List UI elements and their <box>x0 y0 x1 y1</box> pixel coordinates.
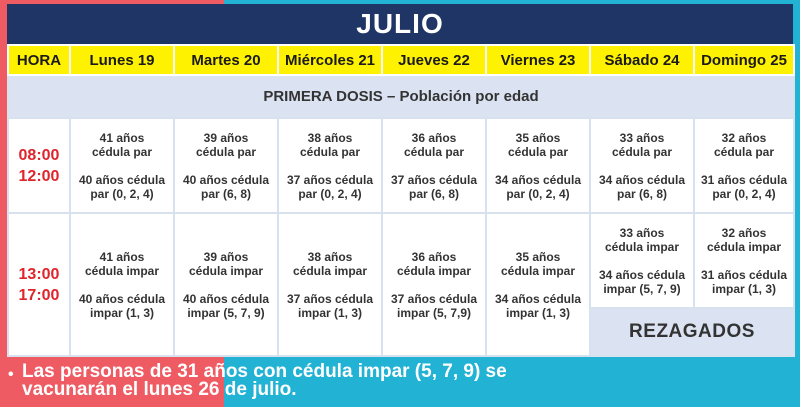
cell-extra-age: 37 años cédula <box>390 291 478 306</box>
schedule-cell: 38 años cédula par 37 años cédula par (0… <box>277 117 383 214</box>
header-hora: HORA <box>7 44 71 76</box>
schedule-cell: 36 años cédula par 37 años cédula par (6… <box>381 117 487 214</box>
cell-id-type: cédula par <box>91 144 153 159</box>
cell-age: 36 años <box>411 249 457 264</box>
header-day: Miércoles 21 <box>277 44 383 76</box>
cell-id-type: cédula par <box>299 144 361 159</box>
footer-note: • Las personas de 31 años con cédula imp… <box>0 358 800 407</box>
cell-extra-age: 40 años cédula <box>78 172 166 187</box>
cell-age: 38 años <box>307 130 353 145</box>
table-row: 13:00 17:00 41 años cédula impar 40 años… <box>7 212 795 357</box>
cell-extra-digits: impar (5, 7, 9) <box>187 305 265 320</box>
time-start: 08:00 <box>18 146 60 164</box>
time-slot-morning: 08:00 12:00 <box>7 117 71 214</box>
header-day: Lunes 19 <box>69 44 175 76</box>
table-row: 08:00 12:00 41 años cédula par 40 años c… <box>7 117 795 214</box>
cell-extra-digits: par (0, 2, 4) <box>506 186 570 201</box>
schedule-cell: 41 años cédula par 40 años cédula par (0… <box>69 117 175 214</box>
cell-id-type: cédula impar <box>706 239 782 254</box>
header-day: Martes 20 <box>173 44 279 76</box>
cell-extra-digits: par (6, 8) <box>408 186 459 201</box>
cell-extra-digits: par (6, 8) <box>200 186 251 201</box>
cell-id-type: cédula impar <box>396 263 472 278</box>
schedule-cell: 33 años cédula impar 34 años cédula impa… <box>589 212 695 309</box>
header-day: Sábado 24 <box>589 44 695 76</box>
time-end: 12:00 <box>18 167 60 185</box>
cell-extra-digits: impar (5, 7, 9) <box>603 281 681 296</box>
cell-extra-digits: impar (1, 3) <box>711 281 777 296</box>
cell-extra-digits: impar (5, 7,9) <box>396 305 472 320</box>
schedule-cell: 32 años cédula par 31 años cédula par (0… <box>693 117 795 214</box>
cell-age: 41 años <box>99 249 145 264</box>
section-subtitle: PRIMERA DOSIS – Población por edad <box>7 74 795 119</box>
cell-id-type: cédula par <box>403 144 465 159</box>
schedule-cell: 41 años cédula impar 40 años cédula impa… <box>69 212 175 357</box>
schedule-card: JULIO HORA Lunes 19 Martes 20 Miércoles … <box>7 4 795 357</box>
schedule-cell: 36 años cédula impar 37 años cédula impa… <box>381 212 487 357</box>
cell-age: 41 años <box>99 130 145 145</box>
cell-id-type: cédula impar <box>500 263 576 278</box>
bullet-icon: • <box>8 366 14 383</box>
header-day: Jueves 22 <box>381 44 487 76</box>
schedule-cell: 33 años cédula par 34 años cédula par (6… <box>589 117 695 214</box>
cell-extra-age: 40 años cédula <box>182 291 270 306</box>
cell-age: 39 años <box>203 130 249 145</box>
cell-age: 39 años <box>203 249 249 264</box>
schedule-cell: 35 años cédula impar 34 años cédula impa… <box>485 212 591 357</box>
cell-extra-age: 34 años cédula <box>494 172 582 187</box>
header-day: Domingo 25 <box>693 44 795 76</box>
cell-id-type: cédula par <box>507 144 569 159</box>
cell-id-type: cédula impar <box>84 263 160 278</box>
cell-age: 33 años <box>619 130 665 145</box>
cell-extra-digits: par (0, 2, 4) <box>712 186 776 201</box>
cell-extra-digits: impar (1, 3) <box>297 305 363 320</box>
cell-extra-age: 31 años cédula <box>700 172 788 187</box>
cell-age: 33 años <box>619 225 665 240</box>
footer-line-1: Las personas de 31 años con cédula impar… <box>22 361 507 382</box>
cell-extra-age: 37 años cédula <box>286 291 374 306</box>
footer-text: Las personas de 31 años con cédula impar… <box>22 361 582 400</box>
cell-extra-age: 37 años cédula <box>390 172 478 187</box>
cell-extra-age: 37 años cédula <box>286 172 374 187</box>
schedule-cell: 32 años cédula impar 31 años cédula impa… <box>693 212 795 309</box>
schedule-cell: 39 años cédula impar 40 años cédula impa… <box>173 212 279 357</box>
cell-id-type: cédula impar <box>292 263 368 278</box>
schedule-table: HORA Lunes 19 Martes 20 Miércoles 21 Jue… <box>7 44 795 357</box>
cell-extra-age: 34 años cédula <box>494 291 582 306</box>
cell-extra-age: 40 años cédula <box>78 291 166 306</box>
cell-extra-age: 31 años cédula <box>700 267 788 282</box>
footer-line-2: vacunarán el lunes 26 de julio. <box>22 379 297 400</box>
cell-extra-digits: par (0, 2, 4) <box>90 186 154 201</box>
cell-id-type: cédula impar <box>188 263 264 278</box>
header-row: HORA Lunes 19 Martes 20 Miércoles 21 Jue… <box>7 44 795 76</box>
schedule-cell: 39 años cédula par 40 años cédula par (6… <box>173 117 279 214</box>
cell-extra-age: 34 años cédula <box>598 267 686 282</box>
cell-extra-digits: par (6, 8) <box>616 186 667 201</box>
header-day: Viernes 23 <box>485 44 591 76</box>
cell-age: 36 años <box>411 130 457 145</box>
rezagados-label: REZAGADOS <box>589 307 795 357</box>
subtitle-row: PRIMERA DOSIS – Población por edad <box>7 74 795 119</box>
schedule-cell: 35 años cédula par 34 años cédula par (0… <box>485 117 591 214</box>
cell-age: 35 años <box>515 130 561 145</box>
cell-id-type: cédula impar <box>604 239 680 254</box>
time-start: 13:00 <box>18 265 60 283</box>
cell-age: 38 años <box>307 249 353 264</box>
cell-age: 32 años <box>721 225 767 240</box>
cell-extra-age: 40 años cédula <box>182 172 270 187</box>
cell-extra-digits: par (0, 2, 4) <box>298 186 362 201</box>
cell-id-type: cédula par <box>611 144 673 159</box>
schedule-cell: 38 años cédula impar 37 años cédula impa… <box>277 212 383 357</box>
cell-id-type: cédula par <box>195 144 257 159</box>
time-slot-afternoon: 13:00 17:00 <box>7 212 71 357</box>
cell-extra-age: 34 años cédula <box>598 172 686 187</box>
cell-extra-digits: impar (1, 3) <box>89 305 155 320</box>
cell-age: 35 años <box>515 249 561 264</box>
cell-id-type: cédula par <box>713 144 775 159</box>
table-row: REZAGADOS <box>8 307 795 357</box>
cell-extra-digits: impar (1, 3) <box>505 305 571 320</box>
cell-age: 32 años <box>721 130 767 145</box>
month-title: JULIO <box>7 4 793 44</box>
time-end: 17:00 <box>18 286 60 304</box>
